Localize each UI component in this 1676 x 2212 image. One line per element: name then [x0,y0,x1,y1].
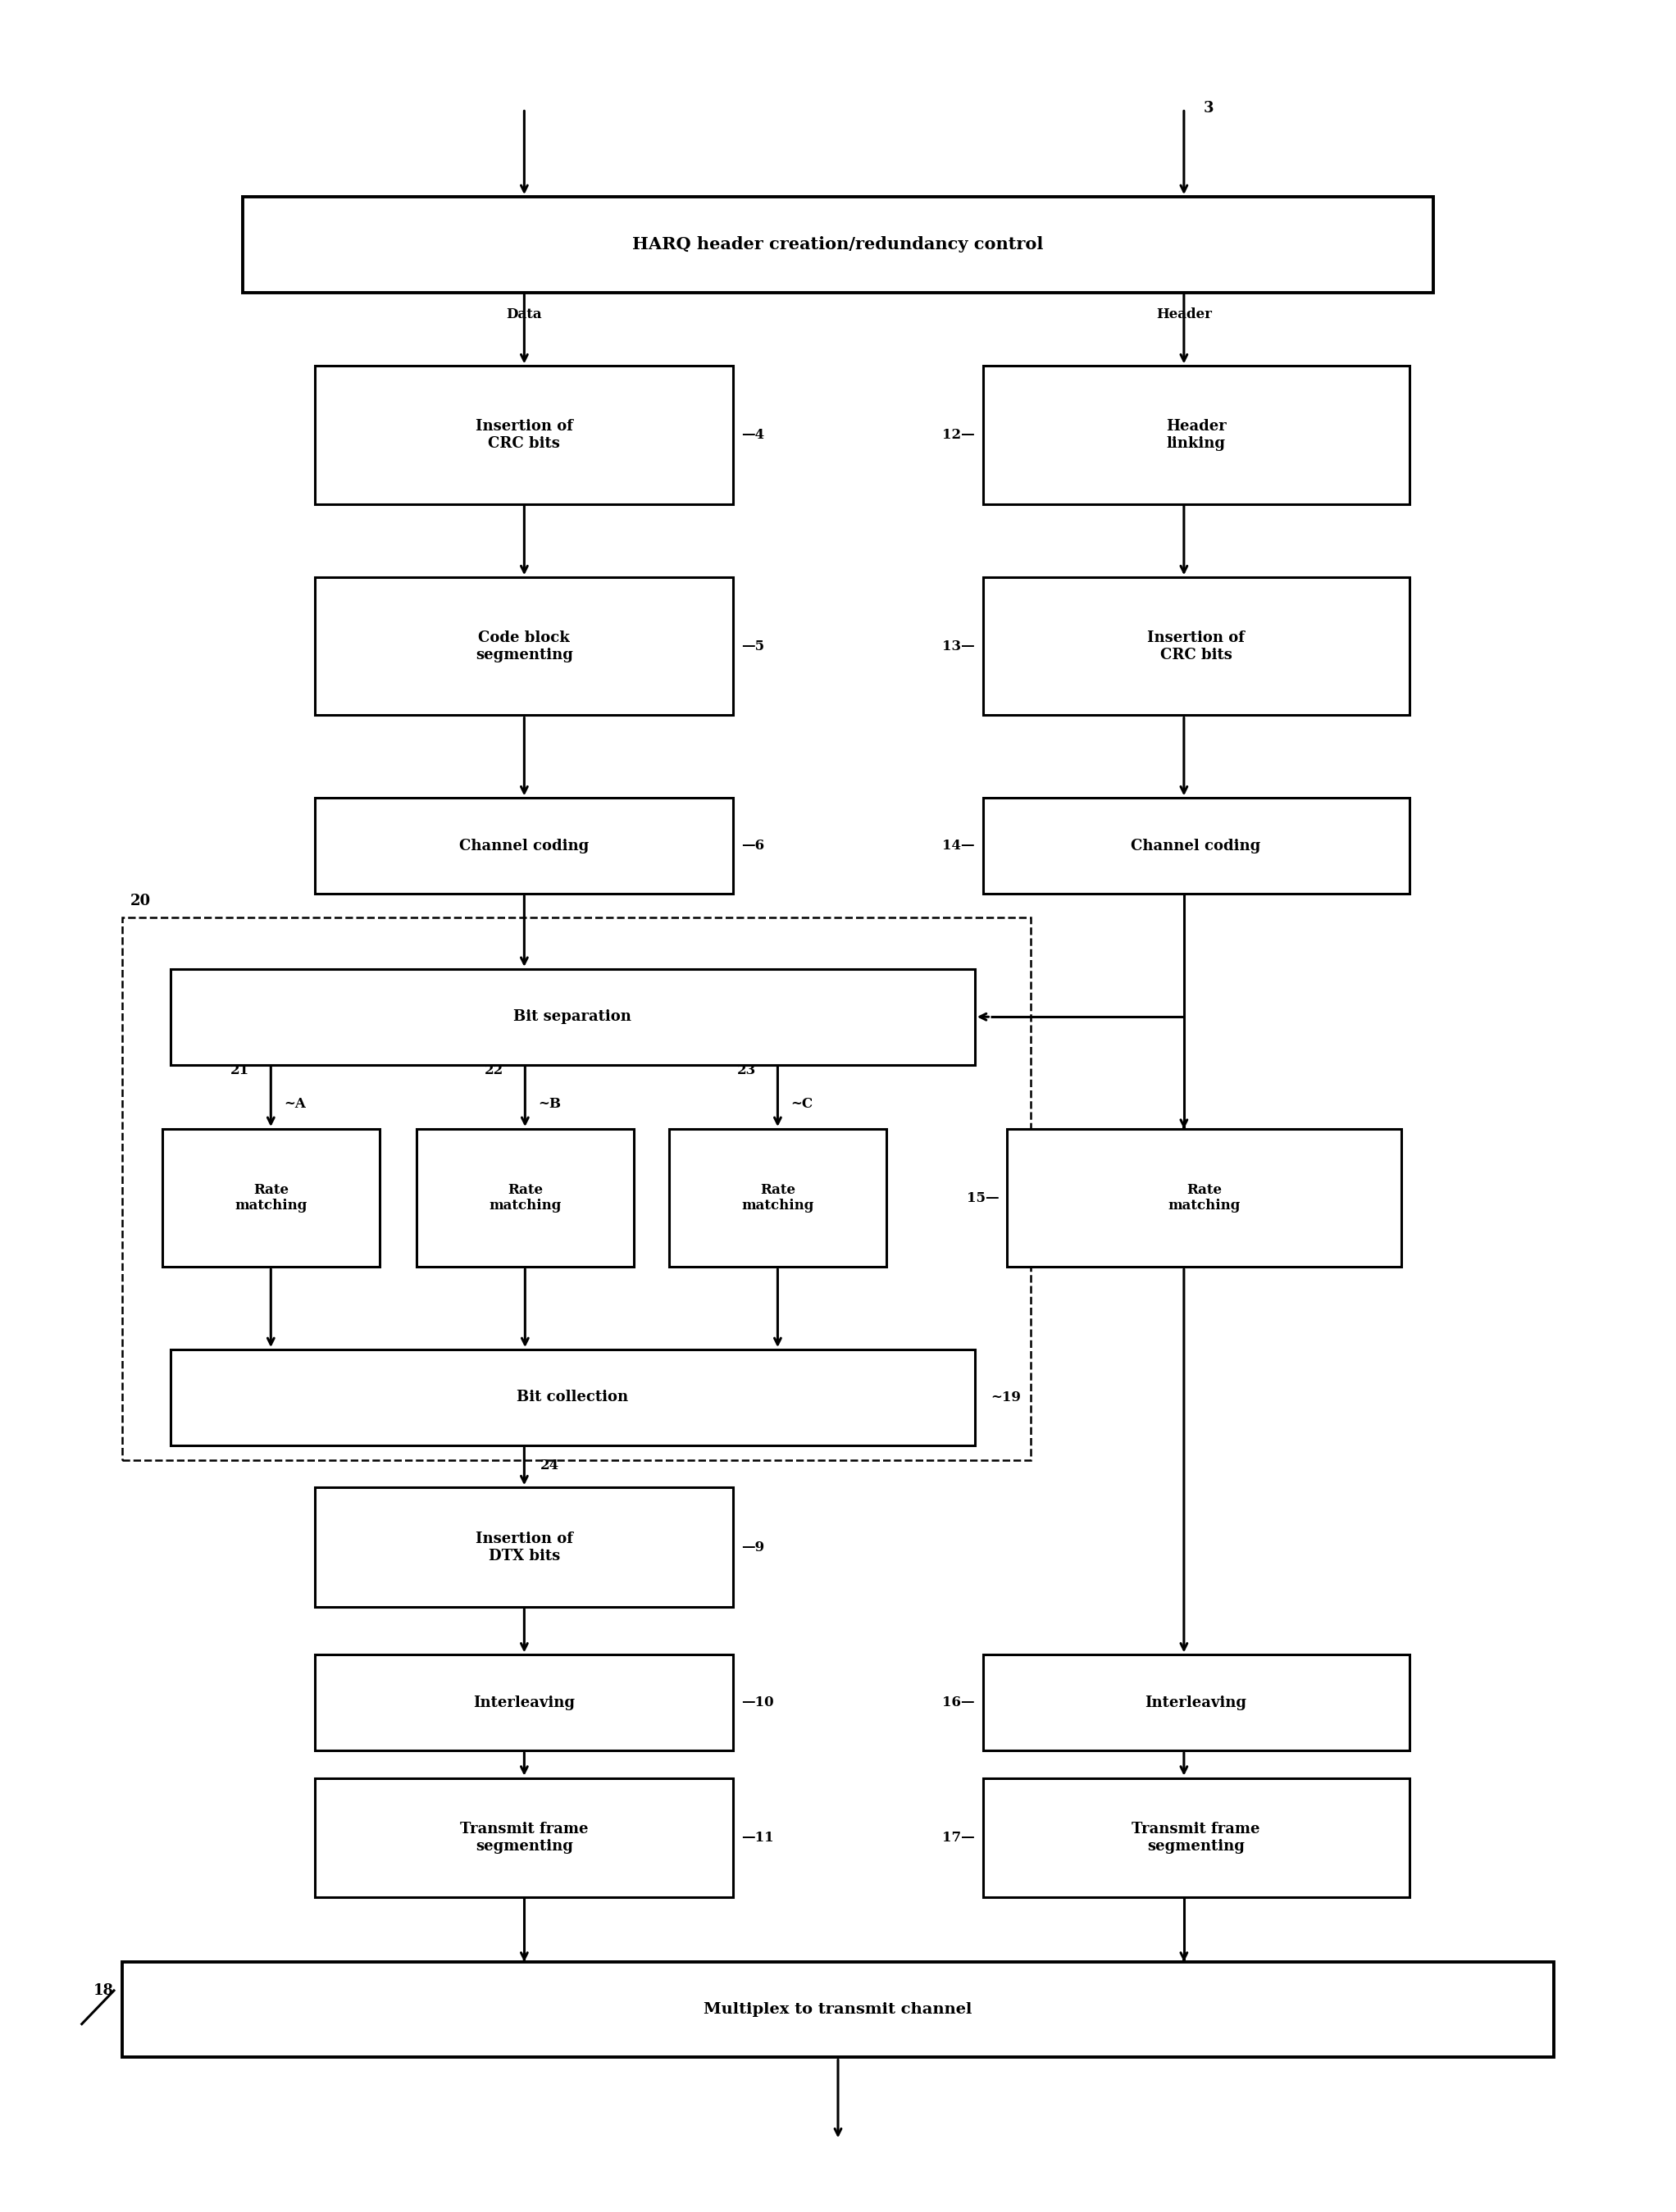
Text: 15—: 15— [967,1190,999,1206]
Text: 24: 24 [540,1460,560,1473]
Text: Channel coding: Channel coding [1131,838,1260,854]
Text: 17—: 17— [942,1832,975,1845]
Bar [122,918,1031,1460]
Text: Bit collection: Bit collection [516,1389,628,1405]
Text: 23: 23 [737,1064,756,1077]
Text: —5: —5 [741,639,764,653]
Text: —9: —9 [741,1540,764,1555]
Text: —10: —10 [741,1697,774,1710]
Text: 3: 3 [1203,102,1213,115]
Bar [315,1486,734,1606]
Bar [243,197,1433,292]
Text: ~B: ~B [538,1097,561,1110]
Text: Channel coding: Channel coding [459,838,590,854]
Bar [982,1778,1410,1898]
Text: Transmit frame
segmenting: Transmit frame segmenting [461,1823,588,1854]
Text: ~A: ~A [283,1097,305,1110]
Text: —6: —6 [741,838,764,854]
Text: Transmit frame
segmenting: Transmit frame segmenting [1131,1823,1260,1854]
Bar [982,1655,1410,1750]
Text: 16—: 16— [942,1697,975,1710]
Text: Bit separation: Bit separation [513,1009,632,1024]
Text: 14—: 14— [942,838,975,854]
Text: Rate
matching: Rate matching [1168,1183,1240,1212]
Text: 13—: 13— [942,639,975,653]
Bar [315,799,734,894]
Text: HARQ header creation/redundancy control: HARQ header creation/redundancy control [632,237,1044,252]
Text: Rate
matching: Rate matching [741,1183,815,1212]
Bar [315,577,734,714]
Text: Rate
matching: Rate matching [235,1183,307,1212]
Text: Rate
matching: Rate matching [489,1183,561,1212]
Text: 22: 22 [484,1064,504,1077]
Bar [982,365,1410,504]
Text: ~19: ~19 [991,1391,1021,1405]
Bar [315,1778,734,1898]
Text: Interleaving: Interleaving [473,1694,575,1710]
Text: Insertion of
DTX bits: Insertion of DTX bits [476,1531,573,1564]
Text: Interleaving: Interleaving [1145,1694,1247,1710]
Text: 12—: 12— [942,427,975,442]
Bar [416,1128,634,1267]
Bar [982,799,1410,894]
Text: 20: 20 [131,894,151,909]
Bar [171,1349,975,1444]
Text: Multiplex to transmit channel: Multiplex to transmit channel [704,2002,972,2017]
Text: Code block
segmenting: Code block segmenting [476,630,573,661]
Bar [315,365,734,504]
Text: —11: —11 [741,1832,774,1845]
Text: Insertion of
CRC bits: Insertion of CRC bits [476,418,573,451]
Text: Insertion of
CRC bits: Insertion of CRC bits [1146,630,1245,661]
Bar [669,1128,887,1267]
Bar [1007,1128,1401,1267]
Bar [982,577,1410,714]
Bar [163,1128,379,1267]
Bar [122,1962,1554,2057]
Text: Header
linking: Header linking [1166,418,1227,451]
Text: Data: Data [506,307,541,321]
Bar [171,969,975,1064]
Text: 21: 21 [231,1064,250,1077]
Text: ~C: ~C [791,1097,813,1110]
Text: —4: —4 [741,427,764,442]
Text: Header: Header [1156,307,1212,321]
Bar [315,1655,734,1750]
Text: 18: 18 [94,1984,114,1997]
